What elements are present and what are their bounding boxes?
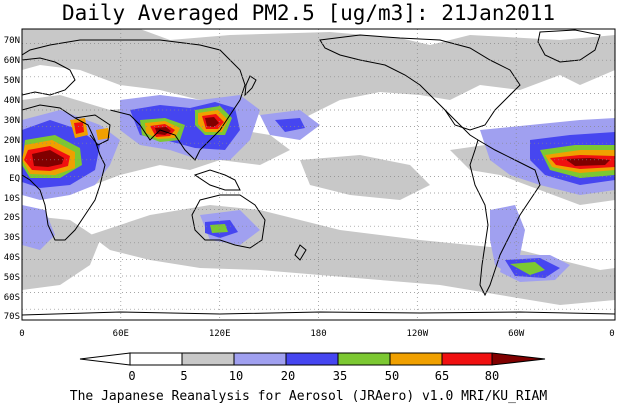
lat-label: 30N (4, 116, 20, 126)
lat-label: 20N (4, 136, 20, 146)
colorbar-segment (285, 352, 339, 366)
colorbar-label: 20 (281, 369, 295, 383)
colorbar-label: 0 (128, 369, 135, 383)
lon-label: 120E (209, 329, 231, 339)
colorbar-segment (129, 352, 183, 366)
colorbar-label: 5 (180, 369, 187, 383)
graticule (22, 29, 615, 320)
colorbar-label: 80 (485, 369, 499, 383)
lat-label: 60S (4, 293, 20, 303)
lat-label: 70S (4, 312, 20, 322)
map-frame (21, 28, 616, 321)
lat-label: 10N (4, 155, 20, 165)
lon-label: 60W (508, 329, 525, 339)
coastlines (22, 29, 615, 316)
lon-label: 60E (113, 329, 129, 339)
colorbar-segment (233, 352, 287, 366)
lat-label: 70N (4, 36, 20, 46)
lon-label: 0 (609, 329, 614, 339)
pm25-field (22, 29, 615, 316)
colorbar-label: 50 (385, 369, 399, 383)
latitude-labels: 70N 60N 50N 40N 30N 20N 10N EQ 10S 20S 3… (4, 36, 20, 322)
longitude-labels: 0 60E 120E 180 120W 60W 0 (19, 329, 614, 339)
colorbar-segment (337, 352, 391, 366)
lat-label: 10S (4, 194, 20, 204)
colorbar (79, 352, 546, 366)
lat-label: 50S (4, 273, 20, 283)
lat-label: 50N (4, 76, 20, 86)
lat-label: EQ (9, 174, 20, 184)
colorbar-arrow-low (79, 352, 131, 366)
lat-label: 30S (4, 233, 20, 243)
lat-label: 60N (4, 56, 20, 66)
lat-label: 20S (4, 213, 20, 223)
credit-line: The Japanese Reanalysis for Aerosol (JRA… (69, 389, 548, 404)
lon-label: 0 (19, 329, 24, 339)
colorbar-labels: 0 5 10 20 35 50 65 80 (128, 369, 499, 383)
colorbar-label: 35 (333, 369, 347, 383)
map-title: Daily Averaged PM2.5 [ug/m3]: 21Jan2011 (61, 1, 556, 25)
colorbar-segment (181, 352, 235, 366)
colorbar-label: 65 (435, 369, 449, 383)
colorbar-segment (441, 352, 493, 366)
colorbar-label: 10 (229, 369, 243, 383)
lat-label: 40S (4, 253, 20, 263)
colorbar-segment (389, 352, 443, 366)
colorbar-arrow-high (491, 352, 546, 366)
lat-label: 40N (4, 96, 20, 106)
lon-label: 180 (310, 329, 326, 339)
lon-label: 120W (406, 329, 428, 339)
